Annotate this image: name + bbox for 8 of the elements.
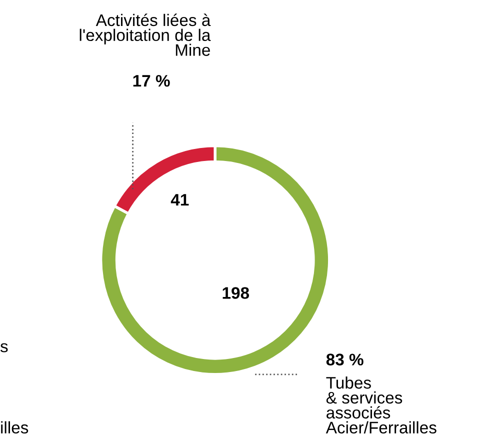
text: s <box>0 343 8 352</box>
text: 17 % <box>133 74 170 87</box>
text: illes <box>1 421 28 434</box>
text: 83 % <box>326 354 364 366</box>
data-label: 198 <box>222 287 250 299</box>
slice-label: Activités liées à l'exploitation de la Mine <box>80 14 211 56</box>
data-label: 41 <box>170 194 189 206</box>
slice-label: Tubes & services associés Acier/Ferrailles <box>326 376 436 434</box>
